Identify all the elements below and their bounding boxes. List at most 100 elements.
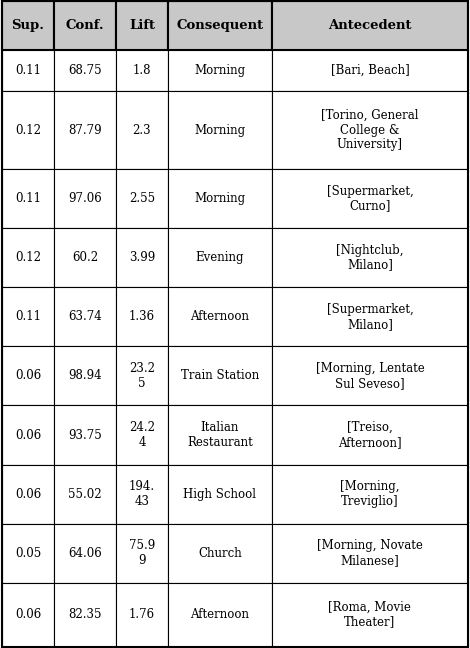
Text: Lift: Lift [129,19,155,32]
Text: [Morning, Lentate
Sul Seveso]: [Morning, Lentate Sul Seveso] [315,362,424,389]
Text: 68.75: 68.75 [68,64,102,77]
Bar [54,91,117,169]
Bar [117,406,167,465]
Text: 0.12: 0.12 [15,124,41,137]
Text: 98.94: 98.94 [68,369,102,382]
Bar [54,287,117,347]
Text: 2.55: 2.55 [129,192,155,205]
Bar [167,406,272,465]
Bar [167,169,272,228]
Text: [Nightclub,
Milano]: [Nightclub, Milano] [336,244,404,272]
Bar [54,465,117,524]
Text: Consequent: Consequent [176,19,264,32]
Text: 23.2
5: 23.2 5 [129,362,155,389]
Bar [272,583,468,647]
Text: 1.8: 1.8 [133,64,151,77]
Bar [2,524,54,583]
Text: 0.06: 0.06 [15,608,41,621]
Text: [Morning,
Treviglio]: [Morning, Treviglio] [340,480,400,508]
Text: [Treiso,
Afternoon]: [Treiso, Afternoon] [338,421,402,449]
Text: High School: High School [183,487,256,500]
Text: 97.06: 97.06 [68,192,102,205]
Bar [117,524,167,583]
Text: 0.11: 0.11 [15,192,41,205]
Text: Evening: Evening [196,251,244,264]
Bar [167,228,272,287]
Text: 60.2: 60.2 [72,251,98,264]
Text: 0.06: 0.06 [15,428,41,441]
Bar [54,583,117,647]
Bar [2,406,54,465]
Text: 87.79: 87.79 [68,124,102,137]
Bar [117,287,167,347]
Bar [2,50,54,91]
Bar [117,1,167,50]
Bar [167,347,272,406]
Bar [117,583,167,647]
Bar [117,228,167,287]
Bar [2,91,54,169]
Bar [2,228,54,287]
Text: 3.99: 3.99 [129,251,155,264]
Text: Italian
Restaurant: Italian Restaurant [187,421,253,449]
Text: Afternoon: Afternoon [190,608,250,621]
Bar [167,287,272,347]
Bar [272,287,468,347]
Text: 0.11: 0.11 [15,64,41,77]
Bar [117,91,167,169]
Text: Morning: Morning [194,124,245,137]
Bar [117,347,167,406]
Text: 0.12: 0.12 [15,251,41,264]
Text: Morning: Morning [194,192,245,205]
Bar [167,50,272,91]
Bar [272,50,468,91]
Text: 75.9
9: 75.9 9 [129,539,155,567]
Bar [2,287,54,347]
Text: 0.11: 0.11 [15,310,41,323]
Bar [167,91,272,169]
Bar [117,169,167,228]
Bar [272,347,468,406]
Bar [2,583,54,647]
Bar [54,169,117,228]
Text: Antecedent: Antecedent [328,19,412,32]
Text: [Roma, Movie
Theater]: [Roma, Movie Theater] [329,601,411,629]
Text: 1.76: 1.76 [129,608,155,621]
Text: Morning: Morning [194,64,245,77]
Text: 24.2
4: 24.2 4 [129,421,155,449]
Text: [Bari, Beach]: [Bari, Beach] [330,64,409,77]
Text: 0.06: 0.06 [15,369,41,382]
Bar [167,524,272,583]
Text: [Morning, Novate
Milanese]: [Morning, Novate Milanese] [317,539,423,567]
Bar [2,169,54,228]
Bar [117,50,167,91]
Bar [272,169,468,228]
Text: [Supermarket,
Milano]: [Supermarket, Milano] [327,303,413,330]
Bar [272,1,468,50]
Bar [54,347,117,406]
Bar [2,1,54,50]
Text: Afternoon: Afternoon [190,310,250,323]
Bar [272,465,468,524]
Text: 0.06: 0.06 [15,487,41,500]
Text: Church: Church [198,547,242,560]
Text: 63.74: 63.74 [68,310,102,323]
Bar [117,465,167,524]
Bar [272,228,468,287]
Bar [54,228,117,287]
Text: Conf.: Conf. [66,19,104,32]
Bar [272,91,468,169]
Bar [272,406,468,465]
Text: 64.06: 64.06 [68,547,102,560]
Bar [167,1,272,50]
Bar [167,465,272,524]
Text: 55.02: 55.02 [68,487,102,500]
Bar [54,1,117,50]
Bar [54,524,117,583]
Text: [Supermarket,
Curno]: [Supermarket, Curno] [327,185,413,213]
Bar [2,465,54,524]
Bar [54,50,117,91]
Text: 93.75: 93.75 [68,428,102,441]
Text: 0.05: 0.05 [15,547,41,560]
Text: 2.3: 2.3 [133,124,151,137]
